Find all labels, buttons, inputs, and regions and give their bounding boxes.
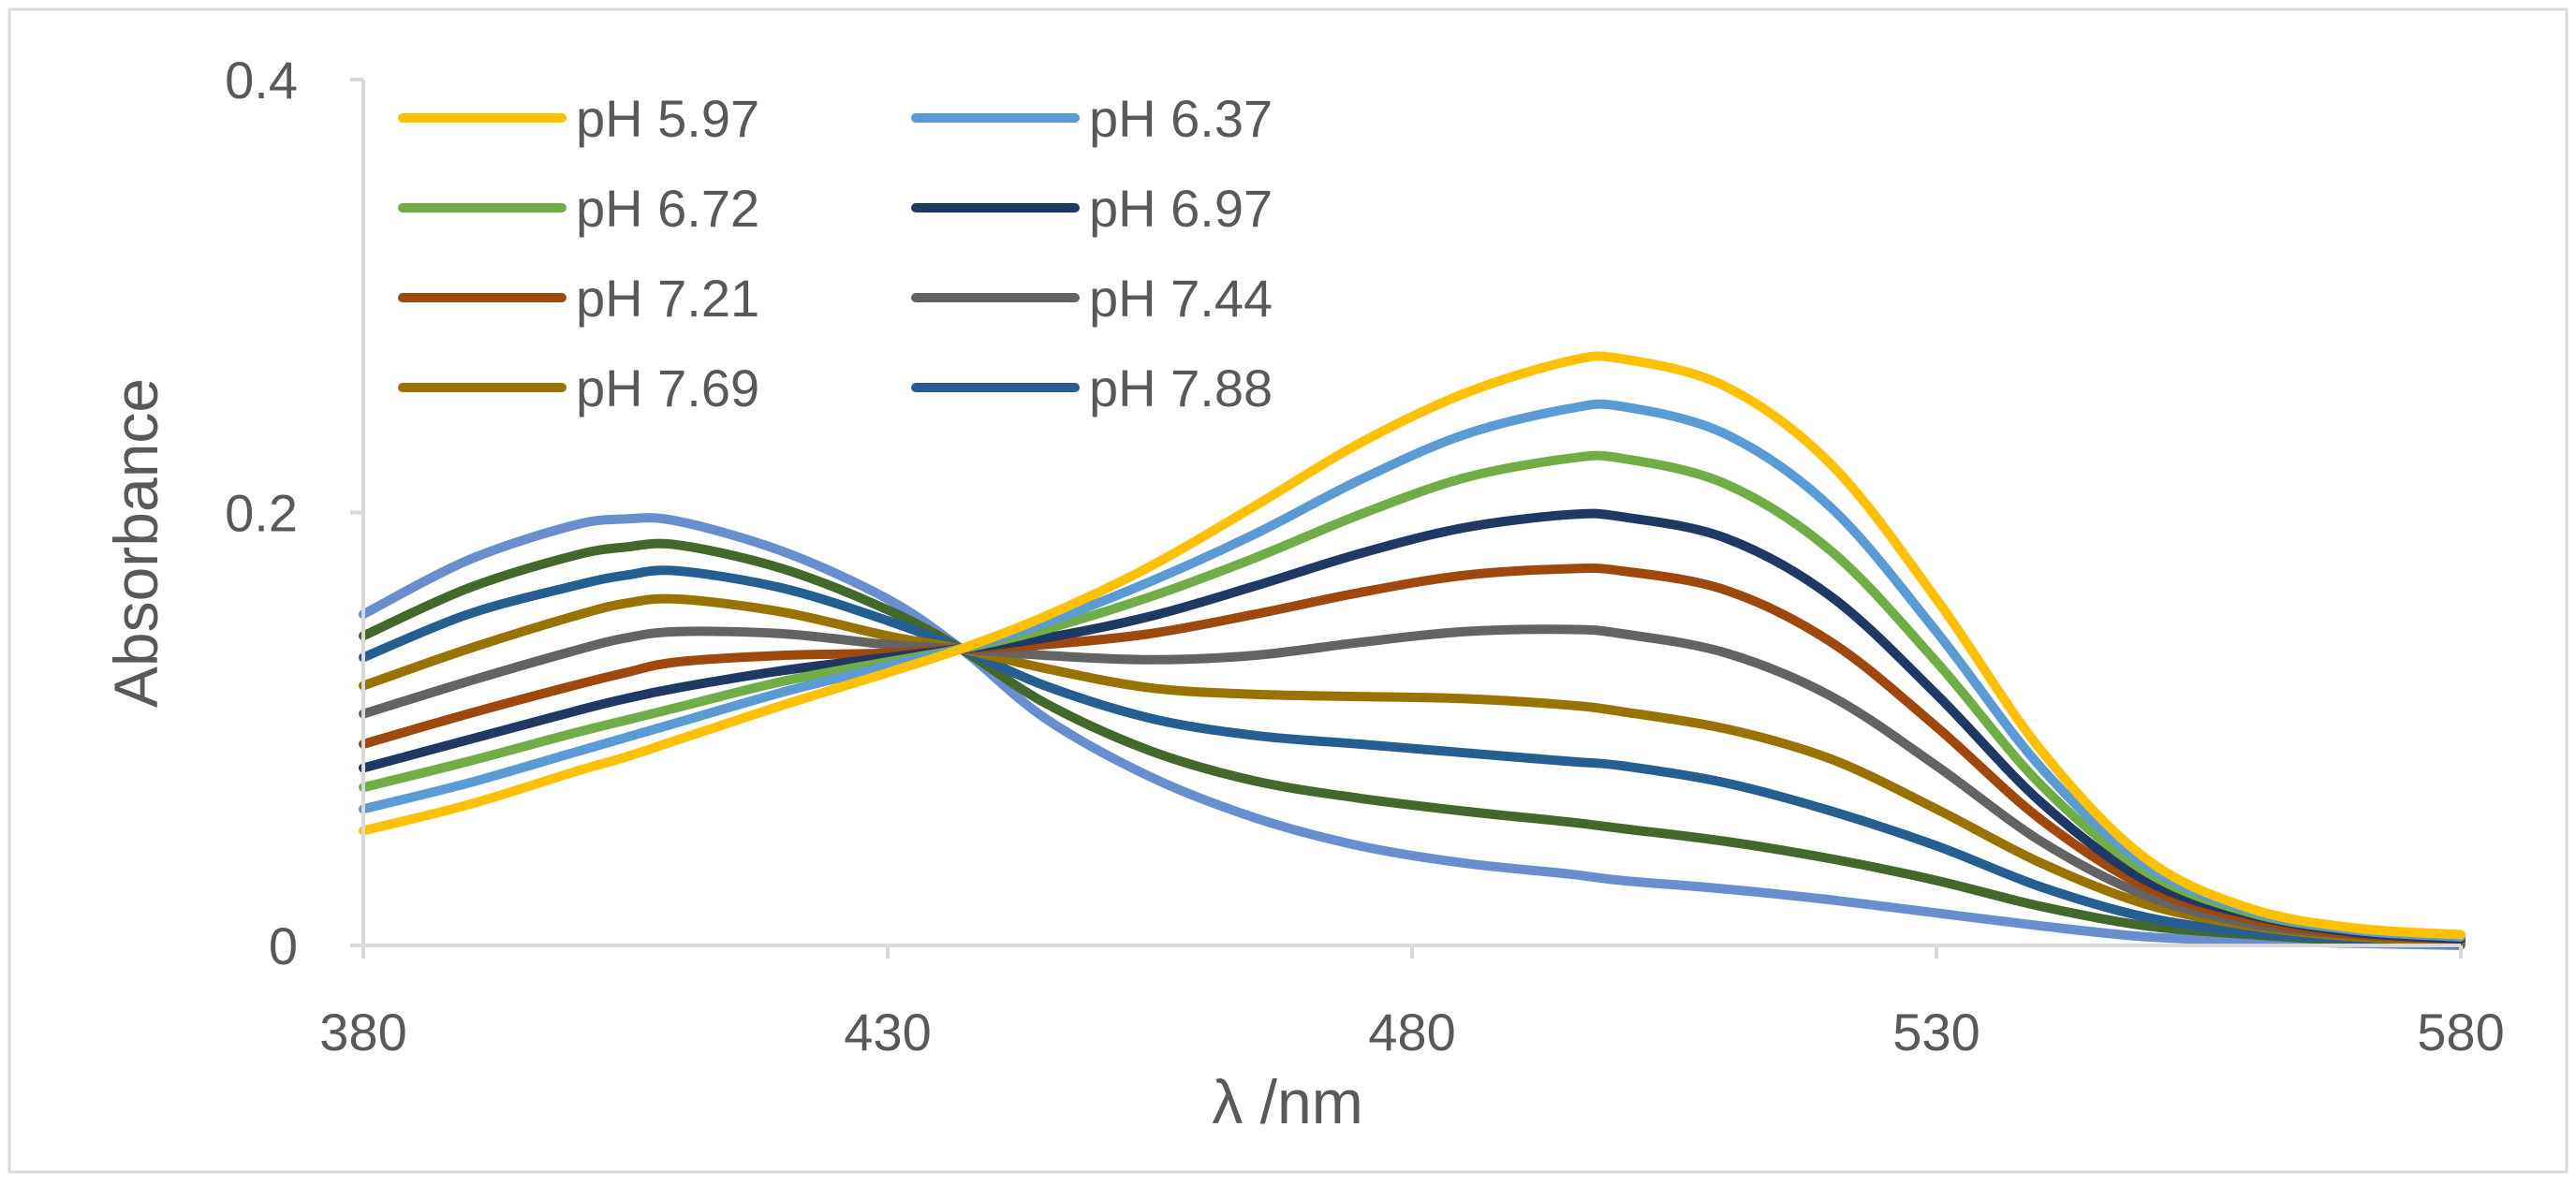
axis-layer: 380 430 480 530 580 0 0.2 0.4 (225, 51, 2505, 1062)
legend-label: pH 6.72 (576, 179, 759, 238)
x-tick-label: 480 (1368, 1003, 1455, 1062)
series-line-9 (359, 538, 2466, 948)
y-tick-label: 0.2 (225, 484, 298, 543)
y-tick-label: 0.4 (225, 51, 298, 110)
series-line-1 (359, 351, 2466, 940)
x-tick-label: 580 (2417, 1003, 2504, 1062)
legend-label: pH 7.21 (576, 269, 759, 328)
legend-label: pH 7.44 (1089, 269, 1273, 328)
legend-label: pH 6.37 (1089, 89, 1273, 148)
legend-label: pH 7.69 (576, 359, 759, 417)
series-line-10 (359, 513, 2466, 950)
y-tick-label: 0 (269, 916, 298, 975)
series-line-8 (359, 565, 2466, 946)
legend-label: pH 5.97 (576, 89, 759, 148)
series-line-6 (359, 624, 2466, 944)
x-tick-label: 430 (844, 1003, 931, 1062)
series-line-4 (359, 508, 2466, 944)
x-tick-label: 380 (319, 1003, 406, 1062)
series-line-7 (359, 593, 2466, 946)
legend: pH 5.97 pH 6.37 pH 6.72 pH 6.97 pH 7.21 pH 7.… (398, 89, 1273, 417)
y-axis-title: Absorbance (101, 378, 170, 708)
legend-label: pH 7.88 (1089, 359, 1273, 417)
x-axis-title: λ /nm (1212, 1067, 1362, 1136)
series-line-5 (359, 564, 2466, 944)
series-line-3 (359, 450, 2466, 942)
series-layer (359, 351, 2466, 950)
x-tick-label: 530 (1892, 1003, 1980, 1062)
chart-frame (7, 7, 2569, 1174)
series-line-2 (359, 399, 2466, 942)
legend-label: pH 6.97 (1089, 179, 1273, 238)
